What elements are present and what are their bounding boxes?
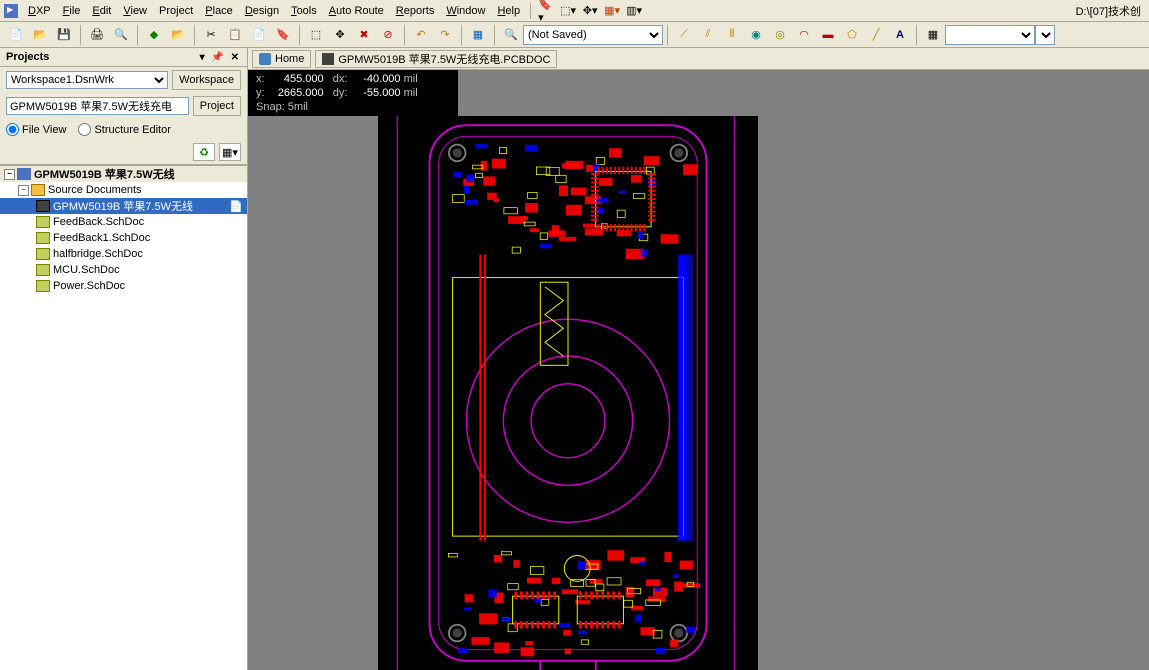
new-button[interactable]: 📄	[5, 24, 27, 46]
move-button[interactable]: ✥	[329, 24, 351, 46]
menu-dxp[interactable]: DXP	[22, 3, 57, 19]
home-tab[interactable]: Home	[252, 50, 311, 68]
saved-select[interactable]: (Not Saved)	[523, 25, 663, 45]
copy-button[interactable]: 📋	[224, 24, 246, 46]
pcb-canvas-wrap[interactable]	[248, 116, 1149, 670]
pcbdoc-tab[interactable]: GPMW5019B 苹果7.5W无线充电.PCBDOC	[315, 50, 557, 68]
redo-button[interactable]: ↷	[434, 24, 456, 46]
project-button[interactable]: Project	[193, 96, 241, 116]
tree-file[interactable]: Power.SchDoc	[0, 278, 247, 294]
project-tree[interactable]: −GPMW5019B 苹果7.5W无线 −Source Documents GP…	[0, 165, 247, 670]
route-button[interactable]: ⟋	[673, 24, 695, 46]
menu-design[interactable]: Design	[239, 3, 285, 19]
rubber-stamp-button[interactable]: 🔖	[272, 24, 294, 46]
preview-button[interactable]: 🔍	[110, 24, 132, 46]
schematic-doc-icon	[36, 280, 50, 292]
undo-button[interactable]: ↶	[410, 24, 432, 46]
workspace-button[interactable]: ◆	[143, 24, 165, 46]
paste-button[interactable]: 📄	[248, 24, 270, 46]
menu-help[interactable]: Help	[491, 3, 526, 19]
tree-file[interactable]: GPMW5019B 苹果7.5W无线📄	[0, 198, 247, 214]
tree-file[interactable]: halfbridge.SchDoc	[0, 246, 247, 262]
tree-project-root[interactable]: −GPMW5019B 苹果7.5W无线	[0, 166, 247, 182]
coordinate-bar: x: 455.000 dx: -40.000 mil y: 2665.000 d…	[248, 70, 458, 116]
panel-controls[interactable]: ▾ 📌 ✕	[200, 52, 241, 63]
select-icon[interactable]: ⬚▾	[560, 3, 576, 19]
menu-separator	[530, 3, 531, 19]
string-button[interactable]: A	[889, 24, 911, 46]
footprint-select[interactable]	[1035, 25, 1055, 45]
menu-place[interactable]: Place	[199, 3, 239, 19]
clear-button[interactable]: ⊘	[377, 24, 399, 46]
menu-reports[interactable]: Reports	[390, 3, 441, 19]
arc-button[interactable]: ◠	[793, 24, 815, 46]
editor-area: Home GPMW5019B 苹果7.5W无线充电.PCBDOC x: 455.…	[248, 48, 1149, 670]
pcb-canvas[interactable]	[378, 116, 758, 670]
open-button[interactable]: 📂	[29, 24, 51, 46]
schematic-doc-icon	[36, 248, 50, 260]
refresh-icon[interactable]: ♻	[193, 143, 215, 161]
select-area-button[interactable]: ⬚	[305, 24, 327, 46]
projects-panel: Projects ▾ 📌 ✕ Workspace1.DsnWrk Workspa…	[0, 48, 248, 670]
menu-view[interactable]: View	[117, 3, 153, 19]
schematic-doc-icon	[36, 232, 50, 244]
project-field[interactable]	[6, 97, 189, 115]
component-select[interactable]	[945, 25, 1035, 45]
menu-edit[interactable]: Edit	[86, 3, 117, 19]
layer-icon[interactable]: ▦▾	[604, 3, 620, 19]
component-button[interactable]: ▦	[922, 24, 944, 46]
thumbnail-button[interactable]: ▦	[467, 24, 489, 46]
schematic-doc-icon	[36, 216, 50, 228]
route-multi-button[interactable]: ⫴	[721, 24, 743, 46]
pcb-icon	[322, 53, 334, 65]
tree-file[interactable]: MCU.SchDoc	[0, 262, 247, 278]
workspace-button[interactable]: Workspace	[172, 70, 241, 90]
document-tabs: Home GPMW5019B 苹果7.5W无线充电.PCBDOC	[248, 48, 1149, 70]
poly-button[interactable]: ⬠	[841, 24, 863, 46]
tree-source-docs[interactable]: −Source Documents	[0, 182, 247, 198]
menu-tools[interactable]: Tools	[285, 3, 323, 19]
open-doc-icon: 📄	[229, 200, 243, 213]
workspace-open-button[interactable]: 📂	[167, 24, 189, 46]
via-button[interactable]: ◎	[769, 24, 791, 46]
menu-autoroute[interactable]: Auto Route	[323, 3, 390, 19]
projects-title-bar: Projects ▾ 📌 ✕	[0, 48, 247, 67]
filter-icon[interactable]: 🔖▾	[538, 3, 554, 19]
move-icon[interactable]: ✥▾	[582, 3, 598, 19]
route-diff-button[interactable]: ⫽	[697, 24, 719, 46]
file-view-radio[interactable]: File View	[6, 123, 66, 136]
save-button[interactable]: 💾	[53, 24, 75, 46]
structure-editor-radio[interactable]: Structure Editor	[78, 123, 170, 136]
print-button[interactable]: 🖨	[86, 24, 108, 46]
menu-bar: DXP File Edit View Project Place Design …	[0, 0, 1149, 22]
grid-icon[interactable]: ▥▾	[626, 3, 642, 19]
tree-file[interactable]: FeedBack1.SchDoc	[0, 230, 247, 246]
app-logo-icon	[4, 4, 18, 18]
menu-window[interactable]: Window	[440, 3, 491, 19]
file-path: D:\[07]技术创	[1076, 3, 1145, 19]
cut-button[interactable]: ✂	[200, 24, 222, 46]
tree-file[interactable]: FeedBack.SchDoc	[0, 214, 247, 230]
pad-button[interactable]: ◉	[745, 24, 767, 46]
main-toolbar: 📄 📂 💾 🖨 🔍 ◆ 📂 ✂ 📋 📄 🔖 ⬚ ✥ ✖ ⊘ ↶ ↷ ▦ 🔍 (N…	[0, 22, 1149, 48]
projects-title: Projects	[6, 51, 49, 63]
pcb-doc-icon	[36, 200, 50, 212]
workspace-select[interactable]: Workspace1.DsnWrk	[6, 71, 168, 89]
menu-project[interactable]: Project	[153, 3, 199, 19]
options-icon[interactable]: ▦▾	[219, 143, 241, 161]
home-icon	[259, 53, 271, 65]
browse-button[interactable]: 🔍	[500, 24, 522, 46]
line-button[interactable]: ╱	[865, 24, 887, 46]
deselect-button[interactable]: ✖	[353, 24, 375, 46]
menu-file[interactable]: File	[57, 3, 87, 19]
schematic-doc-icon	[36, 264, 50, 276]
fill-button[interactable]: ▬	[817, 24, 839, 46]
